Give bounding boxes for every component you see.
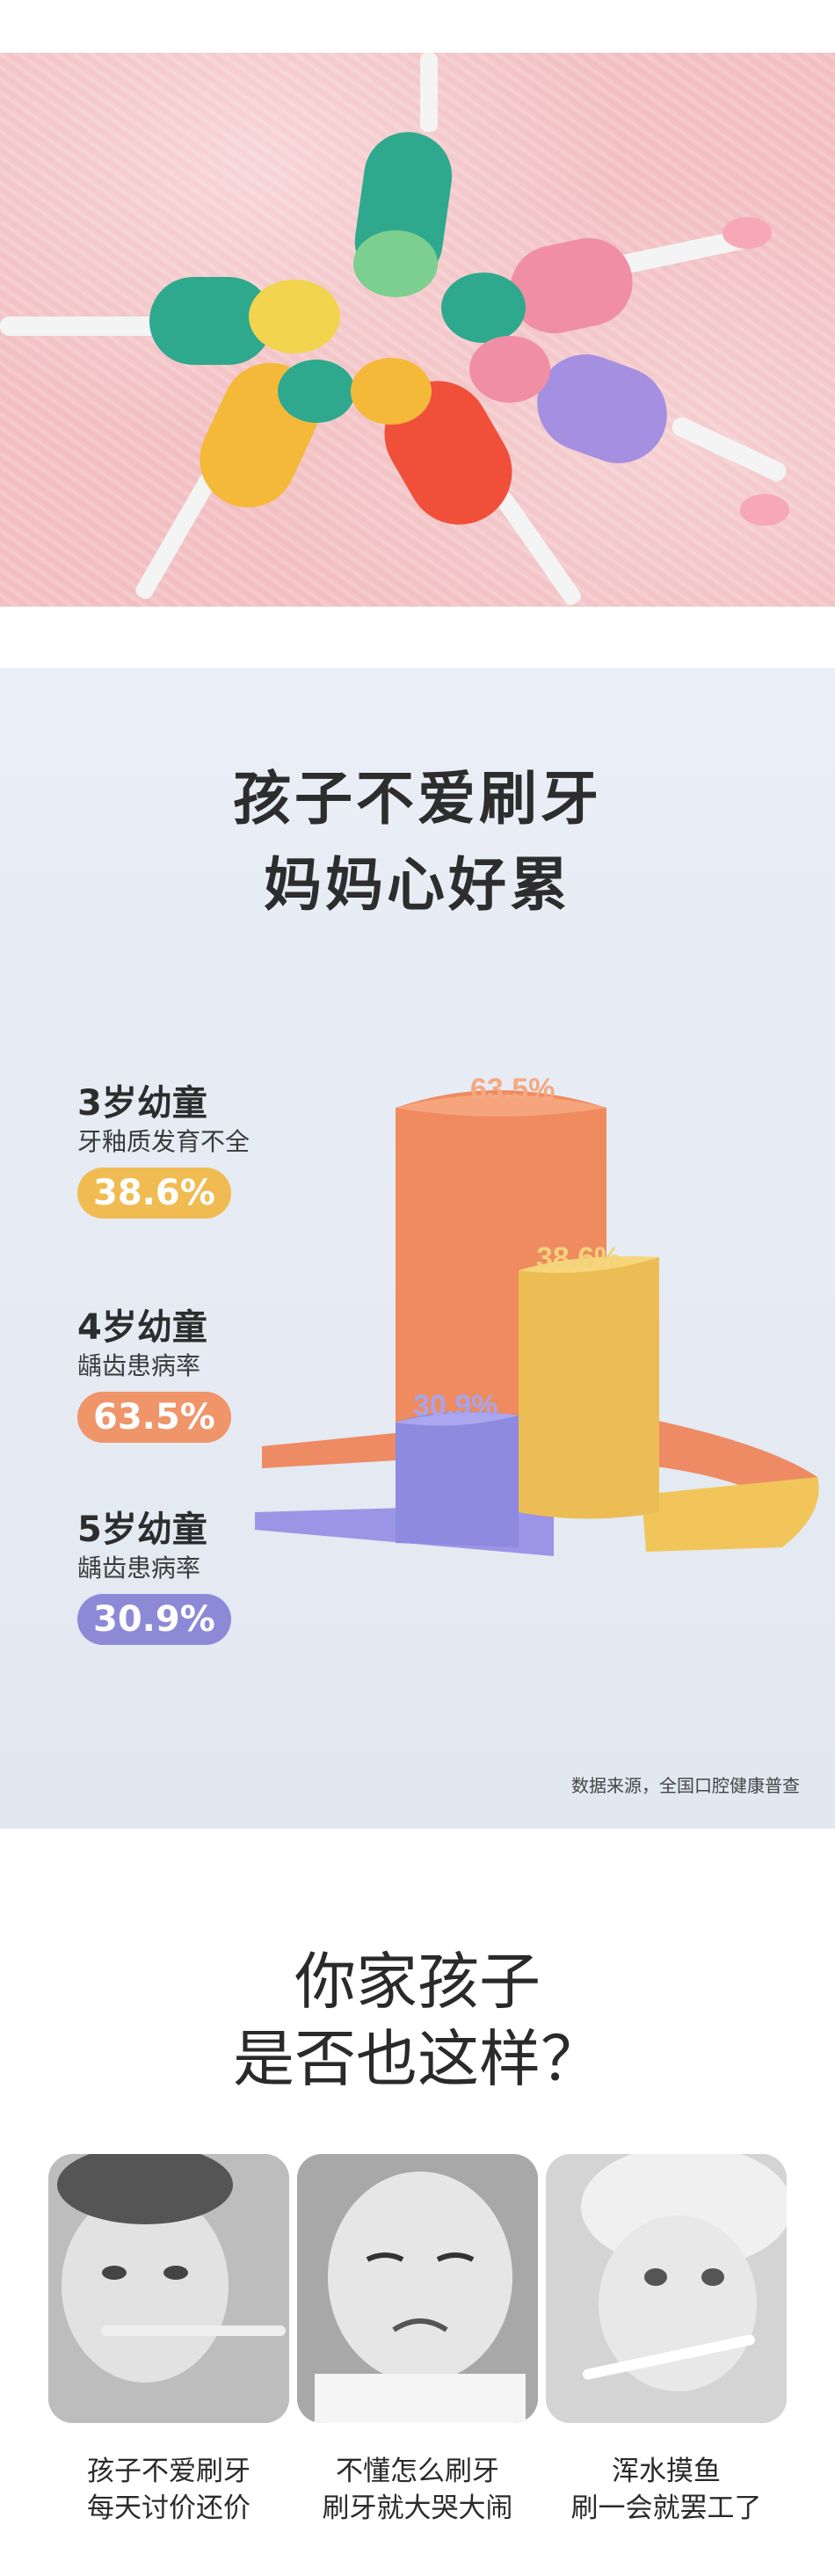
stat-item-age4: 4岁幼童 龋齿患病率 63.5% xyxy=(77,1306,341,1443)
stat-value-pill: 30.9% xyxy=(77,1594,231,1645)
crying-child-image xyxy=(48,2154,289,2423)
stat-item-age3: 3岁幼童 牙釉质发育不全 38.6% xyxy=(77,1081,341,1219)
chart-label-purple: 30.9% xyxy=(413,1389,497,1423)
toothbrush-purple-right xyxy=(469,336,789,526)
ring-segment-yellow xyxy=(642,1477,819,1552)
caption-line2: 刷一会就罢工了 xyxy=(570,2492,762,2524)
top-margin xyxy=(0,0,835,53)
stat-value-pill: 38.6% xyxy=(77,1168,231,1219)
cylinder-orange-top xyxy=(396,1095,606,1117)
caption-line1: 孩子不爱刷牙 xyxy=(87,2456,250,2487)
stat-age: 4岁幼童 xyxy=(77,1307,207,1348)
caption-3: 浑水摸鱼 刷一会就罢工了 xyxy=(534,2453,798,2527)
child-photo-3 xyxy=(546,2154,787,2423)
cylinder-purple-top xyxy=(396,1412,519,1426)
stats-title-line1: 孩子不爱刷牙 xyxy=(233,765,602,833)
chart-label-yellow: 38.6% xyxy=(536,1241,621,1275)
stat-value-pill: 63.5% xyxy=(77,1392,231,1443)
toothbrush-red-bottom xyxy=(351,358,581,606)
card-title-line1: 你家孩子 xyxy=(294,1946,541,2018)
cylinder-pie-chart: 63.5% 38.6% 30.9% xyxy=(255,1073,819,1556)
card-heading: 你家孩子 是否也这样？ xyxy=(25,1943,810,2098)
caption-line2: 刷牙就大哭大闹 xyxy=(322,2492,513,2524)
toothbrush-green-top xyxy=(353,53,453,297)
statistics-section: 孩子不爱刷牙 妈妈心好累 3岁幼童 牙釉质发育不全 38.6% 4岁幼童 龋齿患… xyxy=(0,668,835,1829)
caption-line1: 浑水摸鱼 xyxy=(612,2456,721,2487)
stat-age: 5岁幼童 xyxy=(77,1510,207,1550)
section-gap xyxy=(0,607,835,668)
hero-product-photo xyxy=(0,53,835,607)
ring-segment-orange-left xyxy=(262,1431,413,1468)
chart-label-orange: 63.5% xyxy=(470,1073,555,1106)
toothbrush-teal-left xyxy=(0,277,340,365)
stat-desc: 龋齿患病率 xyxy=(77,1554,201,1583)
cylinder-yellow xyxy=(519,1256,659,1519)
stat-item-age5: 5岁幼童 龋齿患病率 30.9% xyxy=(77,1508,341,1645)
child-brushing-image xyxy=(546,2154,787,2423)
caption-2: 不懂怎么刷牙 刷牙就大哭大闹 xyxy=(286,2453,549,2527)
toothbrush-pink-right xyxy=(441,217,772,343)
child-photo-1 xyxy=(48,2154,289,2423)
toothbrush-star-illustration xyxy=(0,53,789,606)
toothbrush-yellow-bottom-left xyxy=(135,360,355,600)
stat-age: 3岁幼童 xyxy=(77,1083,207,1124)
stat-desc: 牙釉质发育不全 xyxy=(77,1127,250,1156)
crying-child-image xyxy=(297,2154,538,2423)
caption-line1: 不懂怎么刷牙 xyxy=(336,2456,499,2487)
caption-line2: 每天讨价还价 xyxy=(87,2492,250,2524)
ring-segment-orange-right xyxy=(633,1415,817,1499)
data-source-note: 数据来源，全国口腔健康普查 xyxy=(571,1775,800,1796)
stats-title-line2: 妈妈心好累 xyxy=(264,851,571,919)
cylinder-purple xyxy=(396,1411,519,1547)
stats-heading: 孩子不爱刷牙 妈妈心好累 xyxy=(0,756,835,928)
cylinder-yellow-top xyxy=(519,1256,659,1273)
child-photo-2 xyxy=(297,2154,538,2423)
stat-desc: 龋齿患病率 xyxy=(77,1351,201,1380)
card-title-line2: 是否也这样？ xyxy=(233,2023,602,2095)
caption-1: 孩子不爱刷牙 每天讨价还价 xyxy=(37,2453,301,2527)
question-card: 你家孩子 是否也这样？ xyxy=(25,1881,810,2576)
